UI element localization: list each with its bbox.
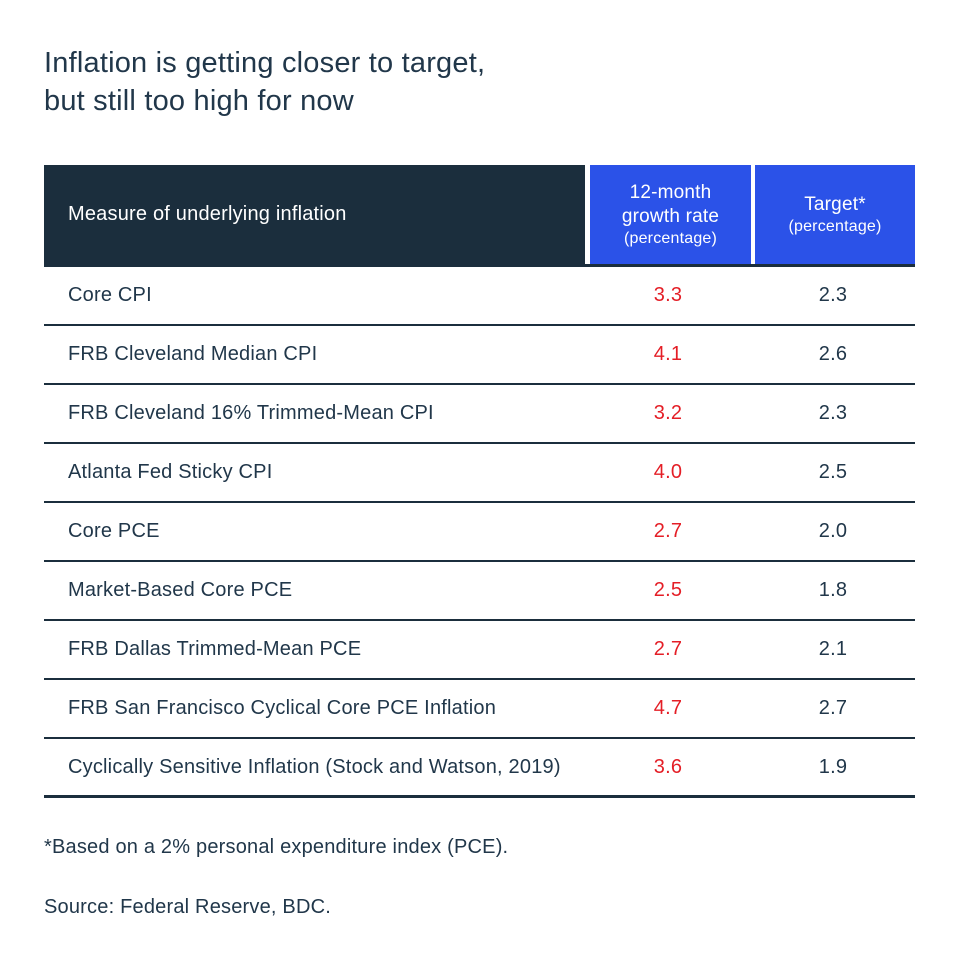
growth-cell: 3.2 — [653, 402, 683, 424]
measure-cell: FRB Dallas Trimmed-Mean PCE — [68, 638, 362, 660]
target-cell: 2.6 — [818, 343, 848, 365]
measure-cell: Core CPI — [68, 284, 152, 306]
source-note: Source: Federal Reserve, BDC. — [44, 896, 332, 918]
growth-cell: 2.7 — [653, 520, 683, 542]
table-row: Core CPI 3.3 2.3 — [44, 267, 915, 326]
column-header-target: Target* (percentage) — [751, 165, 915, 264]
measure-cell: FRB Cleveland 16% Trimmed-Mean CPI — [68, 402, 434, 424]
page-title-line2: but still too high for now — [44, 85, 354, 117]
table-row: FRB Cleveland Median CPI 4.1 2.6 — [44, 326, 915, 385]
column-header-target-sublabel: (percentage) — [788, 217, 882, 235]
table-row: FRB Dallas Trimmed-Mean PCE 2.7 2.1 — [44, 621, 915, 680]
table-row: Core PCE 2.7 2.0 — [44, 503, 915, 562]
growth-cell: 4.7 — [653, 697, 683, 719]
measure-cell: Market-Based Core PCE — [68, 579, 293, 601]
target-cell: 1.9 — [818, 755, 848, 778]
page-title-line1: Inflation is getting closer to target, — [44, 47, 486, 79]
measure-cell: Atlanta Fed Sticky CPI — [68, 461, 273, 483]
growth-cell: 2.5 — [653, 579, 683, 601]
column-header-growth-rate: 12-month growth rate (percentage) — [585, 165, 751, 264]
target-cell: 2.5 — [818, 461, 848, 483]
target-cell: 2.0 — [818, 520, 848, 542]
column-header-target-label: Target* — [804, 193, 866, 215]
footnote: *Based on a 2% personal expenditure inde… — [44, 836, 509, 858]
table-row: Cyclically Sensitive Inflation (Stock an… — [44, 739, 915, 798]
growth-cell: 4.0 — [653, 461, 683, 483]
growth-cell: 4.1 — [653, 343, 683, 365]
target-cell: 2.7 — [818, 697, 848, 719]
target-cell: 1.8 — [818, 579, 848, 601]
column-header-measure: Measure of underlying inflation — [44, 165, 585, 264]
table-row: FRB San Francisco Cyclical Core PCE Infl… — [44, 680, 915, 739]
growth-cell: 2.7 — [653, 638, 683, 660]
measure-cell: FRB Cleveland Median CPI — [68, 343, 318, 365]
table-row: FRB Cleveland 16% Trimmed-Mean CPI 3.2 2… — [44, 385, 915, 444]
target-cell: 2.1 — [818, 638, 848, 660]
table-body: Core CPI 3.3 2.3 FRB Cleveland Median CP… — [44, 267, 915, 798]
growth-cell: 3.3 — [653, 284, 683, 306]
target-cell: 2.3 — [818, 284, 848, 306]
table-row: Atlanta Fed Sticky CPI 4.0 2.5 — [44, 444, 915, 503]
measure-cell: FRB San Francisco Cyclical Core PCE Infl… — [68, 697, 497, 719]
column-header-growth-sublabel: (percentage) — [623, 229, 718, 247]
column-header-growth-label: 12-month growth rate — [621, 181, 720, 227]
measure-cell: Cyclically Sensitive Inflation (Stock an… — [68, 755, 561, 778]
target-cell: 2.3 — [818, 402, 848, 424]
measure-cell: Core PCE — [68, 520, 160, 542]
table-row: Market-Based Core PCE 2.5 1.8 — [44, 562, 915, 621]
inflation-table: Measure of underlying inflation 12-month… — [44, 165, 915, 798]
growth-cell: 3.6 — [653, 755, 683, 778]
table-header-row: Measure of underlying inflation 12-month… — [44, 165, 915, 267]
page-title: Inflation is getting closer to target, bu… — [44, 44, 485, 120]
